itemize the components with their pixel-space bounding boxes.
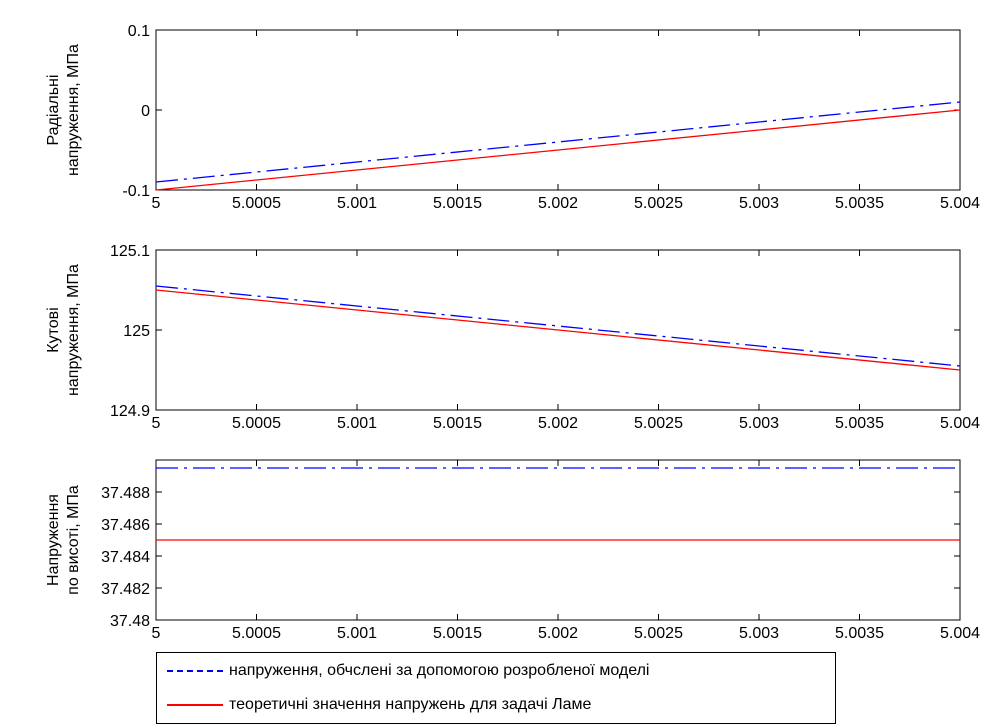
x-tick-label: 5.0015: [433, 625, 482, 642]
legend: напруження, обчслені за допомогою розроб…: [156, 652, 836, 724]
subplot-1: 5 5.0005 5.001 5.0015 5.002 5.0025 5.003 5.0035…: [45, 23, 980, 212]
subplot-3: 5 5.0005 5.001 5.0015 5.002 5.0025 5.003 5.0035…: [45, 459, 980, 642]
x-tick-label: 5.0005: [232, 625, 281, 642]
x-tick-label: 5.0025: [634, 415, 683, 432]
y-axis-label: Радіальні: [45, 75, 62, 146]
series-model-line: [155, 101, 961, 183]
x-tick-label: 5.0035: [835, 625, 884, 642]
y-tick-label: 125: [123, 323, 150, 340]
x-tick-label: 5.003: [739, 195, 779, 212]
x-tick-label: 5.001: [337, 195, 377, 212]
y-axis-label: по висоті, МПа: [65, 485, 82, 595]
y-tick-label: 37.486: [101, 517, 150, 534]
axes-frame: [155, 29, 961, 191]
x-tick-label: 5.002: [538, 415, 578, 432]
legend-entry-blue: напруження, обчслені за допомогою розроб…: [157, 654, 835, 688]
x-tick-label: 5.004: [940, 415, 980, 432]
x-tick-label: 5.0015: [433, 195, 482, 212]
x-tick-label: 5.0015: [433, 415, 482, 432]
x-tick-label: 5.004: [940, 625, 980, 642]
x-tick-label: 5.0005: [232, 195, 281, 212]
x-tick-label: 5: [152, 415, 161, 432]
x-tick-label: 5.001: [337, 415, 377, 432]
y-tick-label: 37.48: [110, 613, 150, 630]
y-axis-label: напруження, МПа: [65, 44, 82, 176]
y-tick-label: 37.488: [101, 485, 150, 502]
y-tick-label: 37.484: [101, 549, 150, 566]
subplot-2: 5 5.0005 5.001 5.0015 5.002 5.0025 5.003 5.0035…: [45, 243, 980, 432]
y-tick-label: 0: [141, 103, 150, 120]
y-axis-label: Кутові: [45, 307, 62, 352]
y-tick-label: 0.1: [128, 23, 150, 40]
x-tick-label: 5.0025: [634, 195, 683, 212]
x-tick-label: 5.004: [940, 195, 980, 212]
y-axis-label: напруження, МПа: [65, 264, 82, 396]
legend-swatch-red-solid: [167, 704, 223, 706]
y-tick-label: 125.1: [110, 243, 150, 260]
y-tick-label: 37.482: [101, 581, 150, 598]
x-tick-label: 5: [152, 625, 161, 642]
legend-swatch-blue-dashdot: [167, 670, 223, 672]
x-tick-label: 5.003: [739, 415, 779, 432]
x-tick-label: 5.0035: [835, 415, 884, 432]
y-tick-label: -0.1: [122, 183, 150, 200]
x-tick-label: 5.0005: [232, 415, 281, 432]
y-axis-label: Напруження: [45, 494, 62, 586]
x-tick-label: 5: [152, 195, 161, 212]
legend-label-model: напруження, обчслені за допомогою розроб…: [229, 662, 650, 679]
x-tick-label: 5.002: [538, 195, 578, 212]
series-model-line: [155, 285, 961, 367]
y-tick-label: 124.9: [110, 403, 150, 420]
x-tick-label: 5.001: [337, 625, 377, 642]
series-lame-line: [155, 289, 961, 371]
legend-label-lame: теоретичні значення напружень для задачі…: [229, 696, 592, 713]
series-lame-line: [155, 109, 961, 191]
x-tick-label: 5.003: [739, 625, 779, 642]
x-tick-label: 5.0035: [835, 195, 884, 212]
x-tick-label: 5.002: [538, 625, 578, 642]
legend-entry-red: теоретичні значення напружень для задачі…: [157, 688, 835, 722]
x-tick-label: 5.0025: [634, 625, 683, 642]
